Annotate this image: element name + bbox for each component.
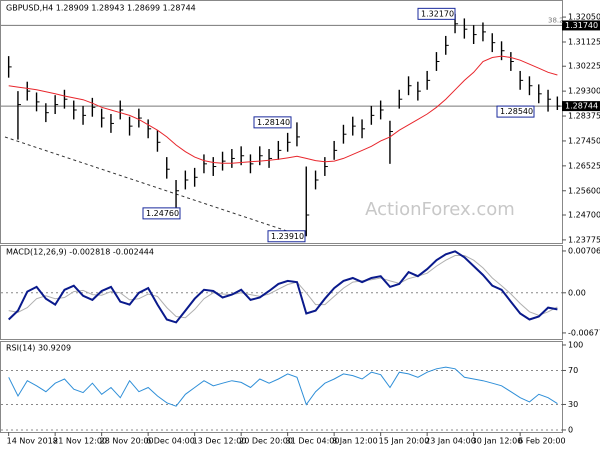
moving-average <box>8 55 558 164</box>
y-tick-label: 30 <box>568 400 578 409</box>
y-tick-label: 1.24700 <box>568 210 600 219</box>
x-tick-label: 14 Nov 2018 <box>7 437 58 446</box>
annotation-box <box>267 230 306 243</box>
y-tick-label: 0 <box>568 425 573 434</box>
y-tick-label: 1.31125 <box>568 37 600 46</box>
level-label: 1.28744 <box>565 102 598 111</box>
y-tick-label: 1.23775 <box>568 235 600 244</box>
x-tick-label: 20 Dec 20:00 <box>239 437 293 446</box>
annotation-label: 1.28540 <box>500 107 533 116</box>
macd-line <box>8 255 558 319</box>
y-tick-label: 1.32050 <box>568 13 600 22</box>
x-tick-label: 15 Jan 20:00 <box>379 437 430 446</box>
annotation-box <box>253 116 292 129</box>
y-tick-label: 1.28375 <box>568 112 600 121</box>
annotation-label: 1.24760 <box>146 209 179 218</box>
rsi-line <box>8 366 558 407</box>
y-tick-label: 1.25600 <box>568 186 600 195</box>
x-tick-label: 31 Dec 04:00 <box>286 437 340 446</box>
x-tick-label: 8 Jan 12:00 <box>332 437 378 446</box>
x-tick-label: 6 Dec 04:00 <box>146 437 195 446</box>
y-tick-label: 1.29300 <box>568 87 600 96</box>
annotation-label: 1.23910 <box>271 232 304 241</box>
x-tick-label: 13 Dec 12:00 <box>193 437 247 446</box>
macd-line <box>8 250 558 324</box>
trend-line <box>4 136 306 238</box>
y-tick-label: 100 <box>568 340 583 349</box>
y-tick-label: 1.26525 <box>568 161 600 170</box>
x-tick-label: 28 Nov 20:00 <box>100 437 154 446</box>
fib-label: 38.2 <box>548 16 564 24</box>
annotation-box <box>142 207 181 220</box>
annotation-box <box>496 105 535 118</box>
macd-title: MACD(12,26,9) -0.002818 -0.002444 <box>6 248 154 257</box>
level-box <box>562 101 600 112</box>
y-tick-label: 1.27450 <box>568 136 600 145</box>
x-tick-label: 23 Jan 04:00 <box>425 437 476 446</box>
y-tick-label: 0.00 <box>568 288 586 297</box>
level-box <box>562 20 600 31</box>
y-tick-label: -0.006774 <box>568 328 600 337</box>
annotation-label: 1.32170 <box>421 9 454 18</box>
rsi-title: RSI(14) 30.9209 <box>6 344 71 353</box>
x-tick-label: 6 Feb 20:00 <box>518 437 565 446</box>
y-tick-label: 0.007063 <box>568 246 600 255</box>
price-panel <box>0 0 563 244</box>
x-tick-label: 21 Nov 12:00 <box>53 437 107 446</box>
x-tick-label: 30 Jan 12:00 <box>472 437 523 446</box>
watermark: ActionForex.com <box>365 199 515 220</box>
y-tick-label: 70 <box>568 366 578 375</box>
price-title: GBPUSD,H4 1.28909 1.28943 1.28699 1.2874… <box>6 4 196 13</box>
level-label: 1.31740 <box>565 21 598 30</box>
annotation-box <box>417 7 456 20</box>
annotation-label: 1.28140 <box>257 118 290 127</box>
rsi-panel <box>0 341 563 433</box>
y-tick-label: 1.30225 <box>568 62 600 71</box>
